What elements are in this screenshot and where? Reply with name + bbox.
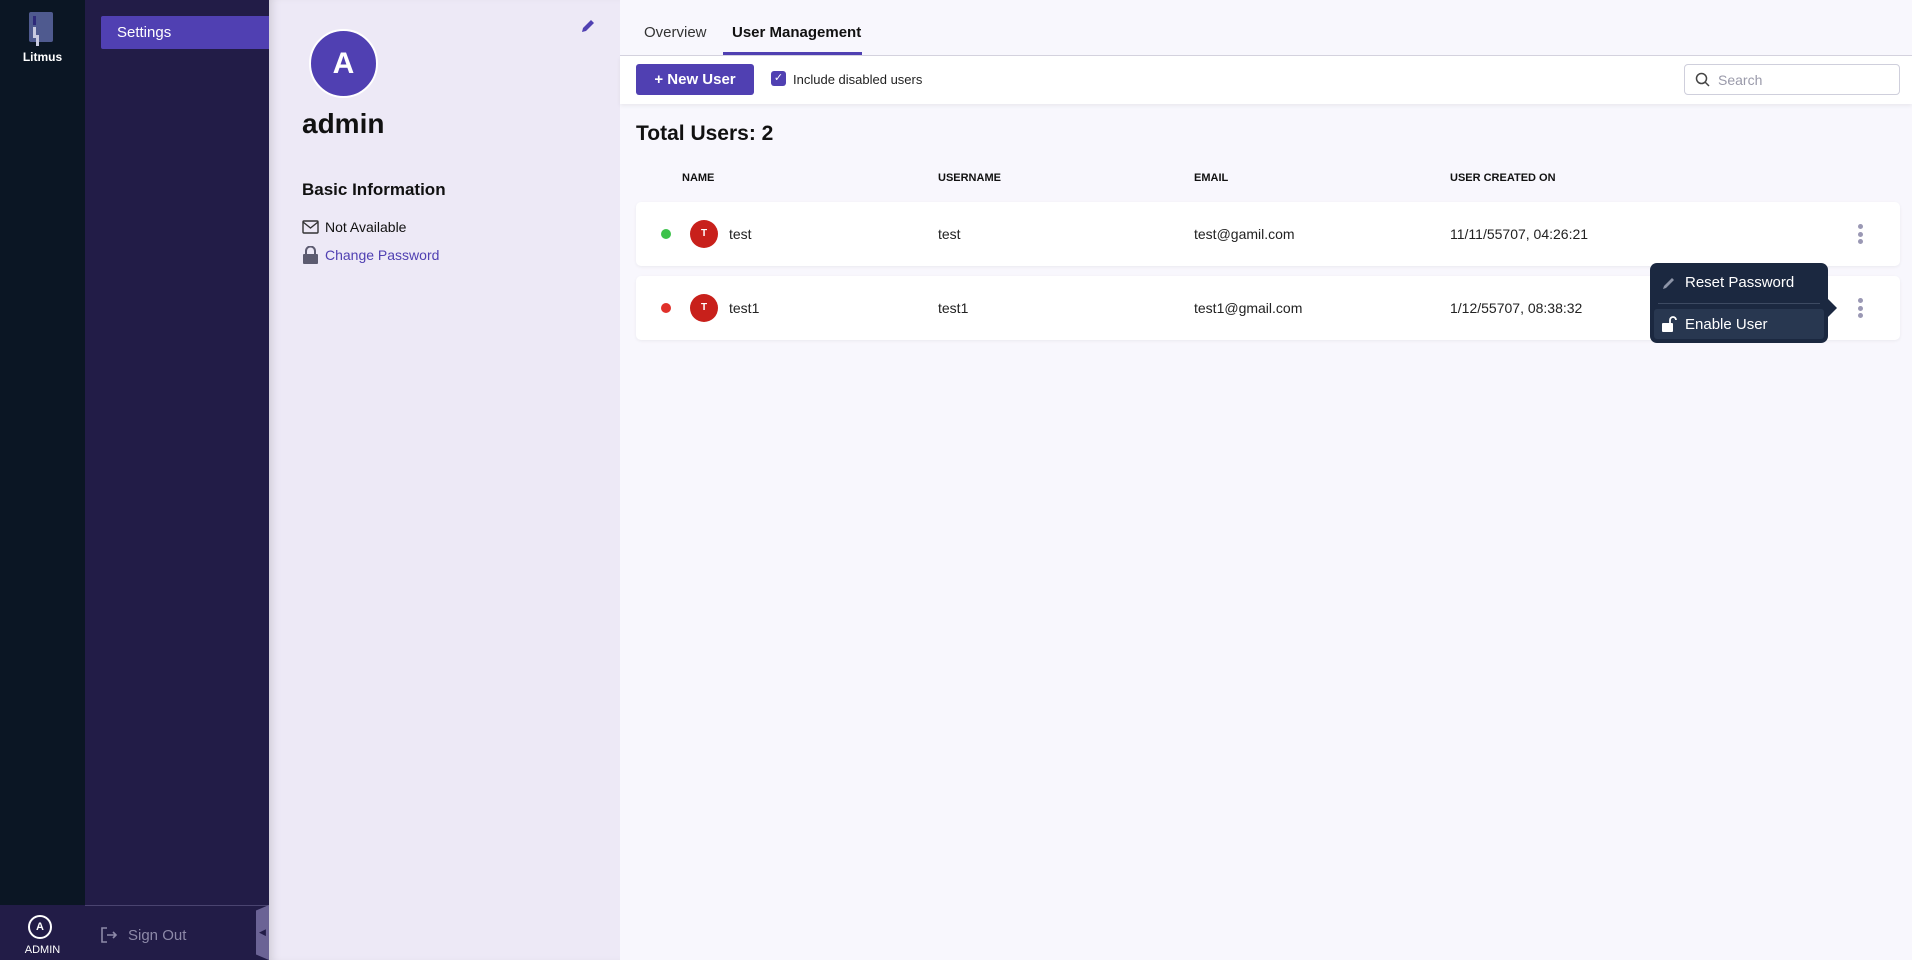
- sign-out-label: Sign Out: [128, 926, 187, 944]
- collapse-sidebar-handle[interactable]: ◀: [256, 905, 269, 960]
- profile-email: Not Available: [302, 219, 406, 235]
- sign-out-button[interactable]: Sign Out: [100, 926, 186, 944]
- cell-created: 11/11/55707, 04:26:21: [1450, 226, 1589, 242]
- column-header-name: NAME: [682, 172, 715, 184]
- app-rail: Litmus: [0, 0, 85, 960]
- column-header-created: USER CREATED ON: [1450, 172, 1556, 184]
- total-users: Total Users: 2: [636, 122, 774, 145]
- enable-user-label: Enable User: [1685, 315, 1768, 333]
- cell-created: 1/12/55707, 08:38:32: [1450, 300, 1583, 316]
- search-input[interactable]: [1718, 71, 1888, 88]
- pencil-icon: [1663, 277, 1674, 289]
- user-avatar: T: [690, 220, 718, 248]
- search-box[interactable]: [1684, 64, 1900, 95]
- settings-nav: [85, 0, 269, 960]
- plus-icon: +: [654, 71, 668, 88]
- row-menu-kebab-icon[interactable]: [1856, 224, 1864, 244]
- user-avatar[interactable]: A: [28, 915, 52, 939]
- tab-overview[interactable]: Overview: [644, 24, 707, 41]
- include-disabled-label[interactable]: Include disabled users: [793, 72, 923, 87]
- profile-panel: [269, 0, 620, 960]
- status-dot-enabled: [661, 229, 671, 239]
- cell-name: test1: [729, 300, 760, 316]
- nav-item-settings[interactable]: Settings: [101, 16, 269, 49]
- row-menu-kebab-icon[interactable]: [1856, 298, 1864, 318]
- menu-item-enable-user[interactable]: Enable User: [1654, 309, 1824, 339]
- user-label: ADMIN: [24, 944, 61, 956]
- new-user-label: New User: [667, 71, 736, 88]
- edit-profile-pencil-icon[interactable]: [580, 18, 596, 34]
- search-icon: [1695, 72, 1710, 87]
- profile-avatar: A: [309, 29, 378, 98]
- menu-divider: [1658, 303, 1820, 304]
- unlock-icon: [1662, 316, 1677, 332]
- tabs-border: [620, 55, 1912, 56]
- reset-password-label: Reset Password: [1685, 273, 1795, 291]
- cell-email: test@gamil.com: [1194, 226, 1295, 242]
- cell-name: test: [729, 226, 752, 242]
- change-password-link[interactable]: Change Password: [302, 246, 439, 264]
- status-dot-disabled: [661, 303, 671, 313]
- user-avatar: T: [690, 294, 718, 322]
- lock-icon: [303, 246, 318, 264]
- active-tab-indicator: [723, 52, 862, 55]
- profile-username: admin: [302, 108, 385, 139]
- nav-divider: [85, 905, 269, 906]
- menu-item-reset-password[interactable]: Reset Password: [1654, 267, 1824, 297]
- include-disabled-checkbox[interactable]: ✓: [771, 71, 786, 86]
- email-value: Not Available: [325, 219, 407, 235]
- brand-name: Litmus: [22, 50, 63, 64]
- user-account[interactable]: A ADMIN: [0, 905, 85, 960]
- tab-user-management[interactable]: User Management: [732, 24, 862, 41]
- cell-username: test1: [938, 300, 969, 316]
- basic-info-heading: Basic Information: [302, 180, 446, 199]
- new-user-button[interactable]: + New User: [636, 64, 754, 95]
- column-header-email: EMAIL: [1194, 172, 1229, 184]
- column-header-username: USERNAME: [938, 172, 1001, 184]
- main-content: [620, 0, 1912, 960]
- cell-email: test1@gmail.com: [1194, 300, 1303, 316]
- table-row[interactable]: T test test test@gamil.com 11/11/55707, …: [636, 202, 1900, 266]
- cell-username: test: [938, 226, 961, 242]
- mail-icon: [302, 220, 319, 234]
- change-password-label[interactable]: Change Password: [325, 247, 440, 263]
- sign-out-icon: [101, 927, 118, 943]
- litmus-logo-icon[interactable]: [29, 12, 53, 42]
- row-action-menu: Reset Password Enable User: [1650, 263, 1837, 343]
